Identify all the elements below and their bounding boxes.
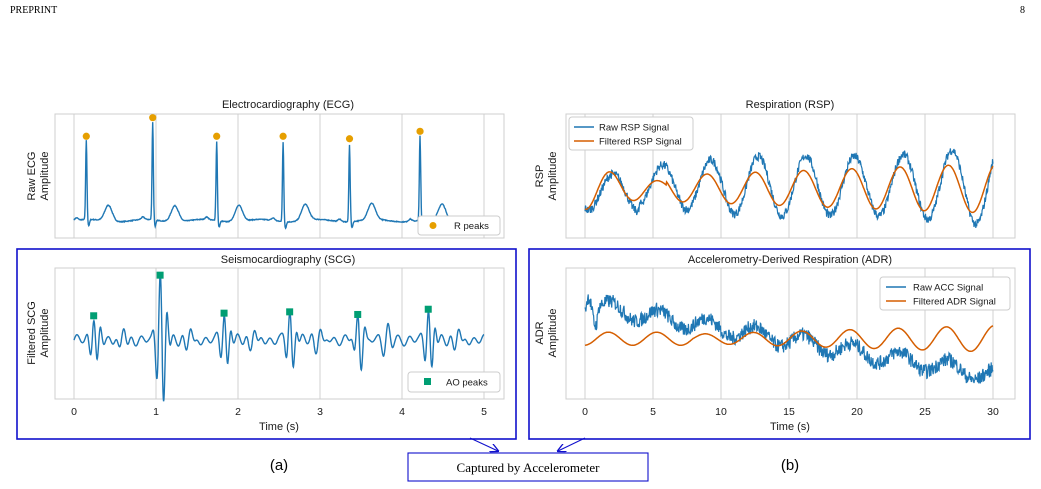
scg-legend-label: AO peaks: [446, 378, 488, 389]
raw-acc-line: [584, 294, 994, 384]
scg-axes-frame: [54, 267, 505, 400]
r-peak-marker: [345, 135, 354, 143]
accelerometer-callout: Captured by Accelerometer: [407, 437, 649, 482]
subfigure-label-a: (a): [270, 457, 288, 474]
ao-peak-marker: [286, 308, 294, 316]
scg-xtick: 5: [481, 406, 487, 418]
r-peak-marker: [213, 132, 221, 140]
callout-arrow-left: [469, 437, 498, 451]
filtered-rsp-line: [584, 164, 994, 214]
adr-plot: [584, 294, 994, 384]
adr-xticks: 0 5 10 15 20 25 30: [582, 406, 999, 418]
ecg-legend-box: [417, 215, 501, 236]
ecg-panel: Electrocardiography (ECG) Raw ECG Amplit…: [26, 99, 505, 239]
rsp-panel: Respiration (RSP) RSP Amplitude Raw RSP …: [534, 99, 1016, 239]
scg-title: Seismocardiography (SCG): [221, 254, 356, 266]
r-peak-marker: [416, 127, 424, 135]
ecg-grid: [73, 114, 485, 238]
adr-highlight-box: [528, 248, 1031, 440]
scg-legend: AO peaks: [407, 371, 501, 393]
adr-legend-box: [879, 276, 1011, 311]
adr-legend: Raw ACC Signal Filtered ADR Signal: [879, 276, 1011, 311]
rsp-legend: Raw RSP Signal Filtered RSP Signal: [568, 116, 694, 151]
scg-xtick: 4: [399, 406, 405, 418]
scg-highlight-box: [16, 248, 517, 440]
scg-legend-box: [407, 371, 501, 393]
rsp-ylabel-line1: RSP: [534, 165, 546, 188]
running-header: PREPRINT: [10, 5, 58, 16]
ao-peak-marker: [424, 305, 432, 313]
ecg-legend: R peaks: [417, 215, 501, 236]
adr-xtick: 20: [851, 406, 863, 418]
rsp-legend-label-filtered: Filtered RSP Signal: [599, 137, 682, 148]
rsp-plot: [584, 148, 994, 228]
ao-peaks-legend-marker: [424, 378, 431, 385]
adr-legend-label-raw: Raw ACC Signal: [913, 283, 983, 294]
ao-peak-marker: [220, 309, 228, 317]
r-peak-marker: [279, 132, 287, 140]
raw-rsp-line: [584, 148, 994, 228]
adr-legend-label-filtered: Filtered ADR Signal: [913, 297, 996, 308]
adr-ylabel-line1: ADR: [534, 321, 546, 344]
adr-axes-frame: [565, 267, 1016, 400]
adr-panel: Accelerometry-Derived Respiration (ADR) …: [528, 248, 1031, 440]
rsp-axes-frame: [565, 113, 1016, 239]
rsp-ylabel-line2: Amplitude: [547, 152, 559, 201]
ecg-legend-label: R peaks: [454, 221, 489, 232]
rsp-legend-label-raw: Raw RSP Signal: [599, 123, 669, 134]
adr-xtick: 30: [987, 406, 999, 418]
r-peaks-legend-marker: [429, 222, 437, 229]
ecg-ylabel-line2: Amplitude: [39, 152, 51, 201]
rsp-legend-box: [568, 116, 694, 151]
adr-xtick: 5: [650, 406, 656, 418]
caption-box: [407, 452, 649, 482]
callout-arrow-right: [558, 437, 586, 451]
adr-xtick: 25: [919, 406, 931, 418]
scg-panel: Seismocardiography (SCG) Filtered SCG Am…: [16, 248, 517, 440]
scg-ylabel-line1: Filtered SCG: [26, 301, 38, 365]
ecg-signal-line: [73, 122, 484, 230]
scg-xtick: 3: [317, 406, 323, 418]
ecg-ylabel-line1: Raw ECG: [26, 152, 38, 201]
adr-xtick: 0: [582, 406, 588, 418]
filtered-adr-line: [584, 325, 994, 353]
scg-signal-line: [73, 272, 485, 402]
adr-title: Accelerometry-Derived Respiration (ADR): [688, 254, 892, 266]
adr-xlabel: Time (s): [770, 421, 810, 433]
ao-peak-marker: [90, 312, 98, 320]
scg-xtick: 0: [71, 406, 77, 418]
subfigure-label-b: (b): [781, 457, 799, 474]
ao-peak-marker: [354, 310, 362, 318]
ao-peak-marker: [156, 271, 164, 279]
r-peak-marker: [82, 132, 90, 140]
scg-plot: [73, 271, 485, 402]
adr-ylabel-line2: Amplitude: [547, 309, 559, 358]
page-number: 8: [1020, 5, 1025, 16]
scg-xtick: 2: [235, 406, 241, 418]
rsp-title: Respiration (RSP): [746, 99, 835, 111]
caption-text: Captured by Accelerometer: [457, 460, 601, 475]
scg-xticks: 0 1 2 3 4 5: [71, 406, 487, 418]
adr-xtick: 15: [783, 406, 795, 418]
r-peak-marker: [149, 114, 157, 122]
scg-xlabel: Time (s): [259, 421, 299, 433]
ecg-plot: [73, 114, 484, 230]
scg-xtick: 1: [153, 406, 159, 418]
adr-xtick: 10: [715, 406, 727, 418]
ecg-axes-frame: [54, 113, 505, 239]
scg-ylabel-line2: Amplitude: [39, 309, 51, 358]
ecg-title: Electrocardiography (ECG): [222, 99, 354, 111]
